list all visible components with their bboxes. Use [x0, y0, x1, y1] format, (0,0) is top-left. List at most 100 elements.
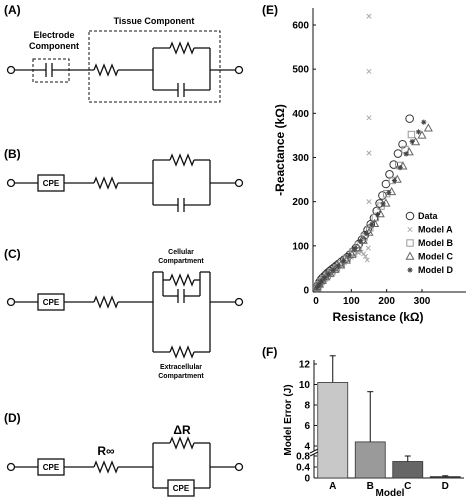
data-point: [366, 68, 372, 74]
bar-a: [317, 382, 349, 479]
series-model-a: [314, 13, 372, 292]
legend-marker: [407, 267, 413, 273]
data-point: [417, 130, 427, 139]
x-stroke: [366, 13, 372, 19]
star-stroke: [317, 282, 322, 287]
data-point: [397, 165, 403, 171]
data-point: [369, 221, 375, 227]
bar-c: [392, 461, 424, 479]
star-stroke: [363, 230, 369, 236]
legend-marker: [406, 239, 414, 247]
data-point: [363, 230, 369, 236]
capacitor-parallel: [177, 83, 185, 97]
capacitor-cellular: [177, 289, 185, 303]
delta-r-label: ΔR: [173, 423, 191, 437]
data-point: [319, 278, 325, 284]
x-axis-title: Resistance (kΩ): [333, 310, 424, 324]
star-stroke: [358, 238, 363, 244]
data-point: [360, 233, 368, 241]
star-stroke: [322, 275, 328, 280]
model-error-bar-chart: 00.40.84 6 8 10 12 Model Error (J) Model A B C D: [283, 355, 464, 499]
legend-label: Data: [418, 211, 439, 221]
axis-break-mark: [309, 451, 319, 457]
terminal-right: [234, 65, 244, 75]
impedance-scatter-chart: 0 100 200 300 400 500 600 0 100 200 300 Resistance …: [273, 8, 466, 324]
resistor-r-infinity: [93, 461, 119, 473]
data-point: [393, 149, 403, 158]
terminal-right: [234, 462, 244, 472]
data-point: [352, 245, 358, 252]
data-point: [398, 161, 408, 170]
data-point: [405, 114, 414, 123]
x-tick-label: B: [367, 481, 374, 492]
data-point: [335, 263, 341, 269]
panel-a-label: (A): [4, 3, 21, 17]
data-point: [366, 115, 372, 121]
cellular-compartment-label-line2: Compartment: [158, 258, 204, 265]
x-stroke: [355, 250, 361, 256]
star-stroke: [336, 263, 341, 268]
data-point: [316, 282, 322, 288]
panel-e-label: (E): [262, 3, 278, 17]
y-tick-label: 10: [299, 380, 311, 391]
data-point: [330, 267, 336, 273]
star-stroke: [397, 165, 403, 170]
resistor-extracellular: [169, 346, 195, 358]
panel-b: (B) CPE: [4, 147, 244, 212]
panel-d: (D) R∞ ΔR CPE CPE: [4, 411, 244, 497]
x-stroke: [407, 226, 413, 233]
resistor-series: [93, 177, 119, 189]
y-tick-label: 500: [292, 65, 309, 76]
star-stroke: [409, 139, 415, 144]
data-point: [366, 150, 372, 156]
legend-label: Model B: [418, 238, 453, 248]
y-tick-label: 0: [303, 286, 309, 297]
legend: Data Model A Model B Model C Model D: [405, 211, 453, 275]
legend-marker: [407, 226, 413, 233]
tissue-component-box: [88, 30, 221, 103]
series-model-d: [314, 119, 427, 291]
cpe-label: CPE: [43, 179, 60, 188]
x-axis-title: Model: [376, 488, 405, 499]
cpe-label: CPE: [43, 298, 60, 307]
data-point: [380, 201, 386, 207]
cpe-label-right: CPE: [173, 484, 190, 493]
data-point: [322, 275, 328, 281]
panel-e: (E) 0 100 200 300 400 500 600 0 100 200 300 Resista…: [262, 3, 466, 324]
data-point: [374, 211, 381, 218]
terminal-left: [6, 65, 16, 75]
data-point: [378, 191, 387, 200]
y-tick-label: 6: [304, 421, 310, 432]
star-stroke: [386, 190, 391, 195]
electrode-component-label-line2: Component: [29, 41, 79, 51]
bar-b: [354, 441, 386, 479]
panel-a: (A) Electrode Component Tissue Component: [4, 3, 244, 103]
resistor-series: [93, 296, 119, 308]
data-point: [362, 253, 369, 259]
data-point: [361, 251, 367, 257]
data-point: [365, 245, 371, 251]
y-tick-label: 0.8: [296, 452, 310, 463]
r-infinity-label: R∞: [97, 444, 114, 458]
x-stroke: [364, 257, 370, 263]
data-point: [391, 177, 398, 184]
data-point: [340, 258, 347, 264]
x-stroke: [361, 251, 367, 257]
cellular-compartment-label-line1: Cellular: [168, 249, 194, 256]
x-stroke: [366, 150, 372, 156]
x-tick-label: D: [442, 481, 449, 492]
legend-marker: [405, 251, 415, 260]
x-stroke: [366, 115, 372, 121]
y-tick-label: 400: [292, 109, 309, 120]
extracellular-compartment-label-line2: Compartment: [158, 373, 204, 380]
panel-c-label: (C): [4, 247, 21, 261]
y-tick-label: 200: [292, 197, 309, 208]
star-stroke: [403, 151, 409, 157]
y-axis-title: -Reactance (kΩ): [273, 104, 287, 196]
y-tick-label: 600: [292, 21, 309, 32]
panel-b-label: (B): [4, 147, 21, 161]
panel-c: (C) Cellular Compartment CPE E: [4, 247, 244, 380]
x-stroke: [365, 245, 371, 251]
panel-f-label: (F): [262, 345, 277, 359]
legend-label: Model A: [418, 225, 453, 235]
